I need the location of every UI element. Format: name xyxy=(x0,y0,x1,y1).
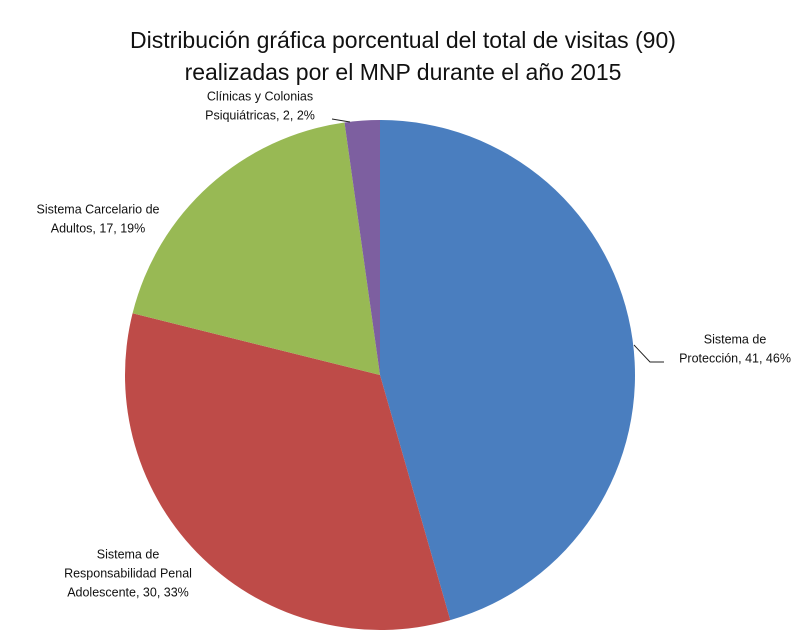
slice-label: Psiquiátricas, 2, 2% xyxy=(205,108,315,122)
leader-line xyxy=(633,344,664,363)
slice-label: Clínicas y Colonias xyxy=(207,89,313,103)
slice-label: Adolescente, 30, 33% xyxy=(67,585,189,599)
slice-label: Protección, 41, 46% xyxy=(679,351,791,365)
pie-slice xyxy=(124,313,451,630)
slice-label: Sistema de xyxy=(97,547,160,561)
pie-slice xyxy=(380,120,636,621)
chart-title: Distribución gráfica porcentual del tota… xyxy=(130,27,676,53)
pie-slice xyxy=(132,122,380,375)
slice-label: Sistema de xyxy=(704,332,767,346)
pie-slice xyxy=(344,120,380,375)
slice-label: Adultos, 17, 19% xyxy=(51,221,146,235)
leader-line xyxy=(331,118,351,123)
chart-title: realizadas por el MNP durante el año 201… xyxy=(185,59,622,85)
slice-label: Responsabilidad Penal xyxy=(64,566,192,580)
pie xyxy=(124,120,636,630)
slice-label: Sistema Carcelario de xyxy=(37,202,160,216)
